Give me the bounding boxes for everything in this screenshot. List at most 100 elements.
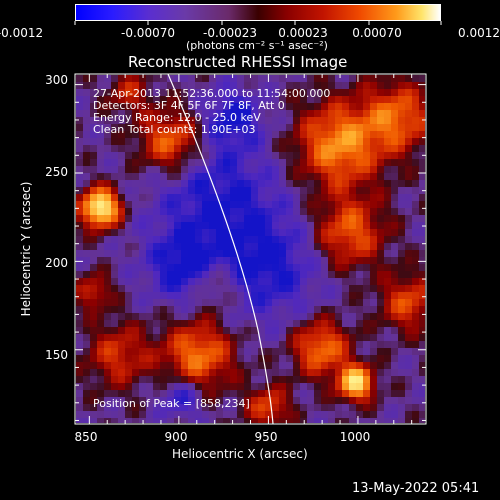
- heatmap-pixel: [300, 173, 307, 180]
- heatmap-pixel: [244, 124, 251, 131]
- heatmap-pixel: [258, 278, 265, 285]
- heatmap-pixel: [153, 117, 160, 124]
- heatmap-pixel: [90, 299, 97, 306]
- heatmap-pixel: [118, 229, 125, 236]
- heatmap-pixel: [314, 215, 321, 222]
- heatmap-pixel: [321, 131, 328, 138]
- heatmap-pixel: [384, 404, 391, 411]
- heatmap-pixel: [286, 369, 293, 376]
- heatmap-pixel: [279, 159, 286, 166]
- heatmap-pixel: [342, 390, 349, 397]
- heatmap-pixel: [391, 320, 398, 327]
- heatmap-pixel: [209, 327, 216, 334]
- heatmap-pixel: [272, 299, 279, 306]
- heatmap-pixel: [272, 222, 279, 229]
- heatmap-pixel: [349, 355, 356, 362]
- heatmap-pixel: [398, 383, 405, 390]
- heatmap-pixel: [202, 285, 209, 292]
- heatmap-pixel: [76, 257, 83, 264]
- heatmap-pixel: [244, 138, 251, 145]
- heatmap-pixel: [328, 138, 335, 145]
- heatmap-pixel: [153, 75, 160, 82]
- heatmap-pixel: [97, 222, 104, 229]
- heatmap-pixel: [244, 187, 251, 194]
- heatmap-pixel: [188, 110, 195, 117]
- heatmap-pixel: [286, 299, 293, 306]
- heatmap-pixel: [230, 313, 237, 320]
- heatmap-pixel: [223, 194, 230, 201]
- heatmap-pixel: [125, 215, 132, 222]
- heatmap-pixel: [314, 397, 321, 404]
- heatmap-pixel: [111, 418, 118, 423]
- heatmap-pixel: [293, 362, 300, 369]
- heatmap-pixel: [160, 145, 167, 152]
- heatmap-pixel: [377, 187, 384, 194]
- heatmap-pixel: [419, 96, 425, 103]
- heatmap-pixel: [209, 145, 216, 152]
- heatmap-pixel: [153, 159, 160, 166]
- heatmap-pixel: [104, 257, 111, 264]
- heatmap-pixel: [209, 292, 216, 299]
- heatmap-pixel: [230, 82, 237, 89]
- heatmap-pixel: [104, 341, 111, 348]
- heatmap-pixel: [237, 194, 244, 201]
- heatmap-pixel: [118, 362, 125, 369]
- heatmap-pixel: [251, 180, 258, 187]
- heatmap-pixel: [132, 404, 139, 411]
- heatmap-pixel: [104, 236, 111, 243]
- heatmap-pixel: [293, 187, 300, 194]
- heatmap-pixel: [300, 404, 307, 411]
- heatmap-pixel: [188, 229, 195, 236]
- heatmap-pixel: [167, 348, 174, 355]
- heatmap-pixel: [153, 152, 160, 159]
- heatmap-pixel: [342, 110, 349, 117]
- heatmap-pixel: [349, 173, 356, 180]
- heatmap-pixel: [335, 313, 342, 320]
- heatmap-pixel: [349, 383, 356, 390]
- heatmap-pixel: [398, 180, 405, 187]
- heatmap-pixel: [188, 201, 195, 208]
- heatmap-pixel: [216, 229, 223, 236]
- heatmap-pixel: [391, 145, 398, 152]
- heatmap-pixel: [188, 89, 195, 96]
- heatmap-pixel: [181, 82, 188, 89]
- heatmap-pixel: [419, 124, 425, 131]
- heatmap-pixel: [174, 173, 181, 180]
- heatmap-pixel: [223, 229, 230, 236]
- heatmap-pixel: [237, 166, 244, 173]
- heatmap-pixel: [293, 131, 300, 138]
- heatmap-pixel: [349, 236, 356, 243]
- heatmap-pixel: [209, 278, 216, 285]
- heatmap-pixel: [419, 131, 425, 138]
- heatmap-pixel: [216, 418, 223, 423]
- heatmap-pixel: [342, 124, 349, 131]
- heatmap-pixel: [335, 236, 342, 243]
- heatmap-pixel: [342, 152, 349, 159]
- heatmap-pixel: [356, 194, 363, 201]
- heatmap-pixel: [293, 222, 300, 229]
- heatmap-pixel: [279, 390, 286, 397]
- heatmap-pixel: [419, 229, 425, 236]
- heatmap-pixel: [167, 131, 174, 138]
- heatmap-pixel: [342, 397, 349, 404]
- heatmap-pixel: [139, 222, 146, 229]
- heatmap-pixel: [286, 404, 293, 411]
- heatmap-pixel: [132, 103, 139, 110]
- heatmap-pixel: [279, 117, 286, 124]
- heatmap-pixel: [258, 313, 265, 320]
- heatmap-pixel: [419, 320, 425, 327]
- heatmap-pixel: [244, 278, 251, 285]
- heatmap-pixel: [97, 96, 104, 103]
- heatmap-pixel: [188, 159, 195, 166]
- heatmap-pixel: [370, 376, 377, 383]
- heatmap-pixel: [419, 145, 425, 152]
- heatmap-pixel: [279, 362, 286, 369]
- heatmap-pixel: [237, 285, 244, 292]
- heatmap-pixel: [244, 159, 251, 166]
- heatmap-pixel: [223, 89, 230, 96]
- heatmap-pixel: [223, 138, 230, 145]
- heatmap-pixel: [279, 257, 286, 264]
- heatmap-pixel: [181, 278, 188, 285]
- heatmap-pixel: [223, 334, 230, 341]
- heatmap-pixel: [342, 418, 349, 423]
